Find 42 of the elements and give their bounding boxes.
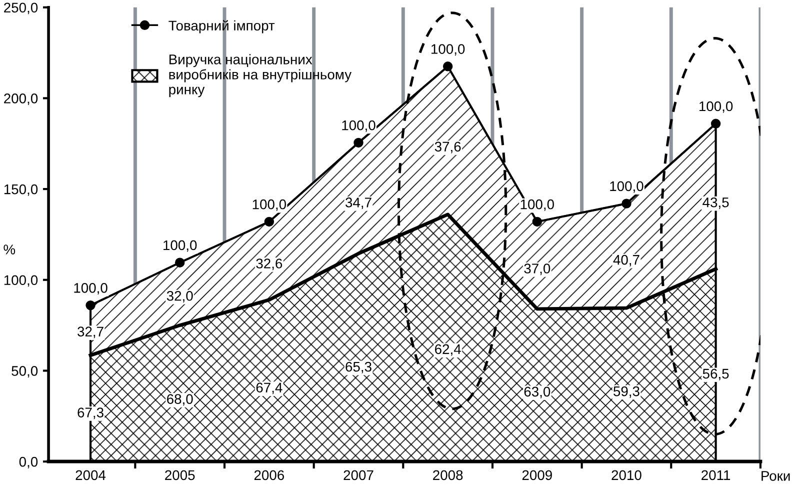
annotation: 32,0	[166, 290, 193, 302]
annotation: 37,0	[524, 264, 550, 276]
annotation: 62,4	[435, 344, 461, 356]
annotation: 100,0	[74, 283, 108, 294]
annotation: 56,5	[702, 368, 729, 380]
x-tick-label: 2008	[433, 470, 463, 480]
annotation: 100,0	[432, 44, 465, 56]
annotation: 37,6	[434, 142, 461, 154]
annotation: 100,0	[699, 101, 733, 113]
annotation: 65,3	[346, 362, 372, 374]
y-tick-label: 0,0	[19, 456, 38, 468]
y-tick-label: 200,0	[4, 94, 38, 106]
annotation: 67,3	[78, 408, 104, 420]
x-tick-label: 2005	[165, 470, 195, 480]
y-tick-label: 50,0	[12, 366, 38, 378]
annotation: 43,5	[702, 197, 729, 209]
y-axis-title: %	[4, 244, 16, 254]
legend-label: Товарний імпорт	[168, 20, 275, 34]
y-tick-label: 250,0	[4, 2, 38, 14]
annotation: 63,0	[524, 386, 550, 398]
annotation: 32,7	[78, 326, 104, 338]
annotation: 59,3	[614, 386, 640, 398]
x-tick-label: 2009	[522, 470, 552, 480]
x-tick-label: 2011	[702, 470, 730, 480]
annotation: 34,7	[346, 198, 372, 210]
x-tick-label: 2010	[612, 470, 642, 480]
annotation: 32,6	[256, 258, 282, 270]
annotation: 100,0	[342, 120, 376, 132]
x-tick-label: 2004	[76, 470, 106, 480]
annotation: 100,0	[164, 240, 197, 252]
annotation: 68,0	[167, 394, 193, 406]
annotation: 40,7	[613, 254, 640, 266]
y-tick-label: 150,0	[4, 184, 38, 196]
annotation: 67,4	[256, 382, 282, 394]
legend-label: Виручка національних виробників на внутрішньому ринку	[169, 54, 352, 98]
x-tick-label: 2007	[344, 470, 374, 480]
x-tick-label: 2006	[254, 470, 284, 480]
annotation: 100,0	[252, 199, 286, 211]
annotation: 100,0	[520, 199, 554, 211]
x-axis-title: Роки	[762, 471, 790, 481]
annotation: 100,0	[610, 181, 644, 193]
y-tick-label: 100,0	[4, 275, 38, 287]
